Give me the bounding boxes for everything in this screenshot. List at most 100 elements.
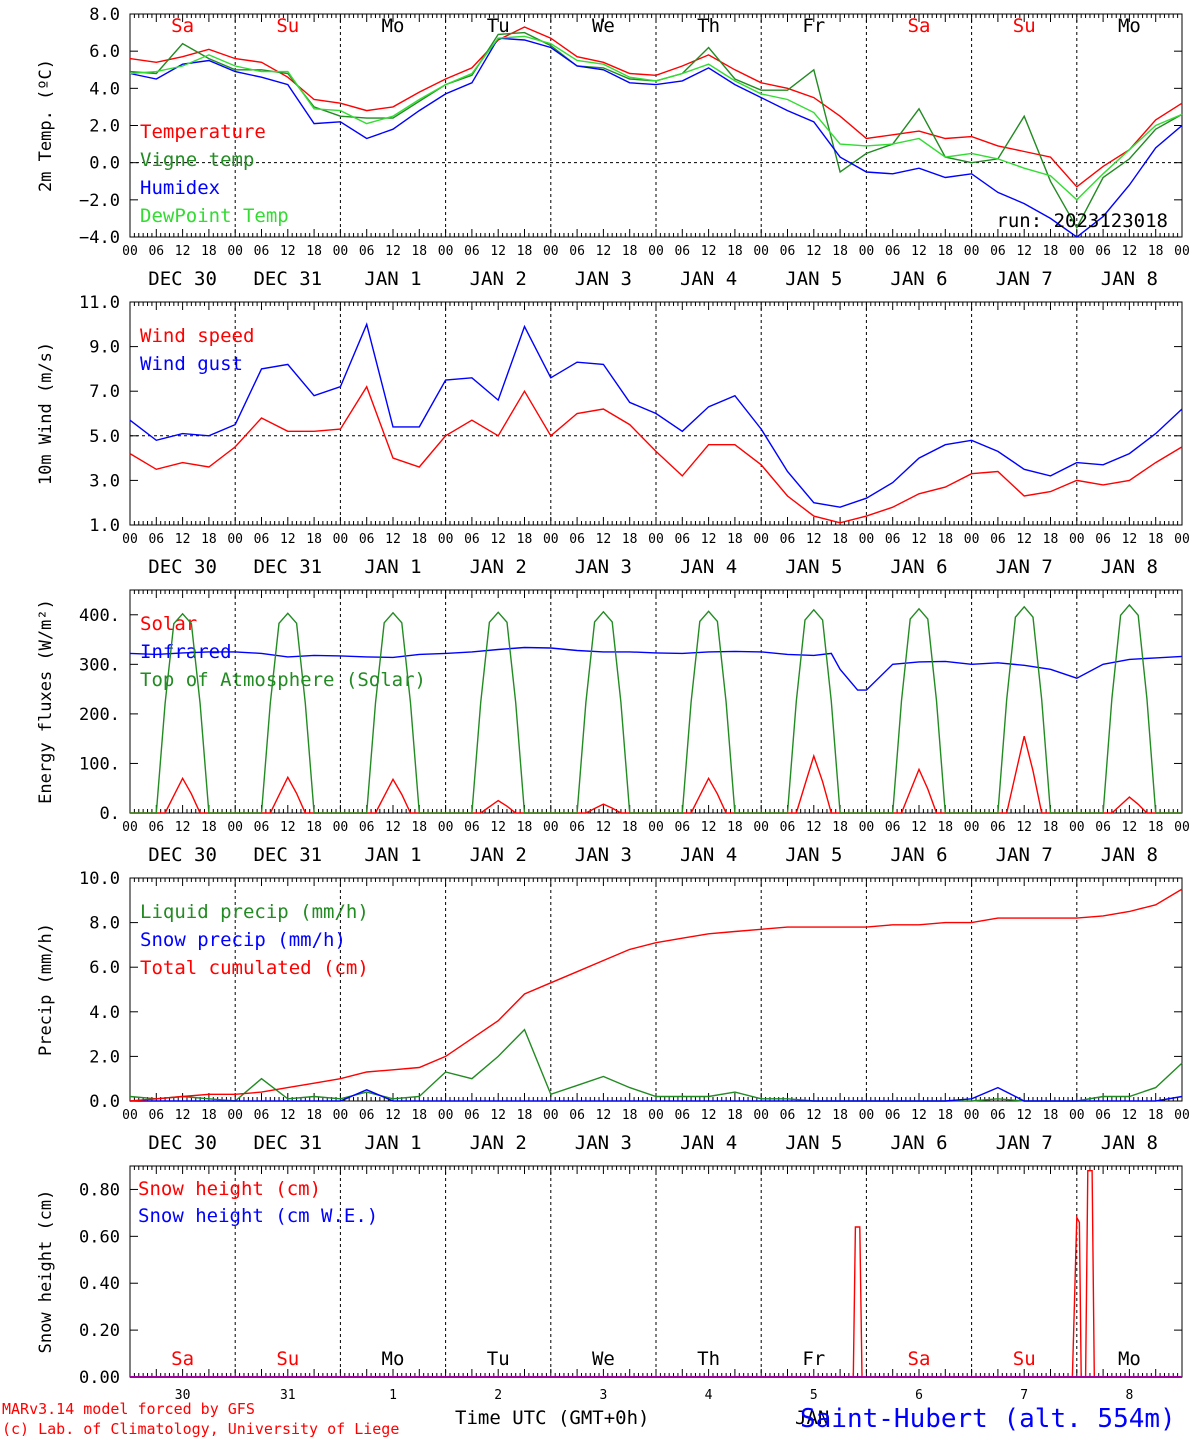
date-label: JAN 3 xyxy=(575,844,632,866)
hour-tick-label: 12 xyxy=(596,532,612,547)
hour-tick-label: 18 xyxy=(622,244,638,259)
weekday-label: Sa xyxy=(171,1348,194,1370)
hour-tick-label: 00 xyxy=(648,244,664,259)
hour-tick-label: 00 xyxy=(543,244,559,259)
hour-tick-label: 12 xyxy=(1016,244,1032,259)
hour-tick-label: 06 xyxy=(464,244,480,259)
panel-5: 0.80 0.60 0.40 0.20 0.00 Snow height (cm) Snow… xyxy=(36,1165,1183,1403)
series-line-total-cumulated-cm- xyxy=(129,888,1183,1102)
hour-tick-label: 12 xyxy=(806,244,822,259)
hour-tick-label: 18 xyxy=(622,1108,638,1123)
date-label: JAN 6 xyxy=(890,1132,947,1154)
day-number-label: 3 xyxy=(599,1388,607,1403)
date-label: JAN 5 xyxy=(785,556,842,578)
series-line-snow-precip-mm-h- xyxy=(130,1086,1183,1102)
hour-tick-label: 00 xyxy=(648,1108,664,1123)
hour-tick-label: 18 xyxy=(832,1108,848,1123)
hour-tick-label: 06 xyxy=(464,532,480,547)
hour-tick-label: 06 xyxy=(464,820,480,835)
legend-entry: Temperature xyxy=(140,121,266,143)
date-label: JAN 5 xyxy=(785,268,842,290)
hour-tick-label: 18 xyxy=(937,532,953,547)
panel-2: 11.0 9.0 7.0 5.0 3.0 1.0 10m Wind (m/s) 00 06 12 1… xyxy=(36,293,1190,578)
hour-tick-label: 12 xyxy=(280,244,296,259)
hour-tick-label: 18 xyxy=(411,532,427,547)
hour-tick-label: 12 xyxy=(701,820,717,835)
panels-group: 8.0 6.0 4.0 2.0 0.0 −2.0 −4.0 2m Temp. (ºC) 00 06… xyxy=(36,5,1190,1403)
weekday-label: Th xyxy=(697,15,720,37)
hour-tick-label: 12 xyxy=(385,1108,401,1123)
series-line-temperature xyxy=(129,26,1183,188)
weekday-label: Mo xyxy=(382,15,405,37)
hour-tick-label: 18 xyxy=(937,244,953,259)
panel-3: 400. 300. 200. 100. 0. Energy fluxes (W/m²) 00… xyxy=(36,589,1190,866)
hour-tick-label: 12 xyxy=(280,1108,296,1123)
hour-tick-label: 18 xyxy=(832,244,848,259)
hour-tick-label: 18 xyxy=(306,820,322,835)
hour-tick-label: 12 xyxy=(806,532,822,547)
hour-tick-label: 00 xyxy=(859,244,875,259)
date-label: JAN 2 xyxy=(470,556,527,578)
hour-tick-label: 18 xyxy=(1043,820,1059,835)
hour-tick-label: 06 xyxy=(780,1108,796,1123)
weekday-label: Th xyxy=(697,1348,720,1370)
hour-tick-label: 00 xyxy=(543,532,559,547)
hour-tick-label: 00 xyxy=(753,532,769,547)
day-number-label: 1 xyxy=(389,1388,397,1403)
legend-entry: Liquid precip (mm/h) xyxy=(140,901,369,923)
hour-tick-label: 12 xyxy=(280,532,296,547)
y-tick-label: 200. xyxy=(79,705,120,725)
weekday-label: Mo xyxy=(1118,1348,1141,1370)
legend-entry: Top of Atmosphere (Solar) xyxy=(140,669,426,691)
hour-tick-label: 12 xyxy=(911,532,927,547)
hour-tick-label: 18 xyxy=(727,244,743,259)
hour-tick-label: 06 xyxy=(148,532,164,547)
hour-tick-label: 06 xyxy=(885,244,901,259)
hour-tick-label: 12 xyxy=(385,532,401,547)
hour-tick-label: 18 xyxy=(937,820,953,835)
weekday-label: Su xyxy=(276,15,299,37)
hour-tick-label: 00 xyxy=(1069,244,1085,259)
day-number-label: 8 xyxy=(1125,1388,1133,1403)
hour-tick-label: 18 xyxy=(306,1108,322,1123)
date-label: JAN 3 xyxy=(575,1132,632,1154)
y-tick-label: 0.0 xyxy=(89,154,120,174)
date-label: JAN 5 xyxy=(785,844,842,866)
hour-tick-label: 00 xyxy=(859,532,875,547)
hour-tick-label: 00 xyxy=(859,1108,875,1123)
hour-tick-label: 18 xyxy=(517,820,533,835)
y-tick-label: 7.0 xyxy=(89,382,120,402)
y-tick-label: 300. xyxy=(79,655,120,675)
hour-tick-label: 12 xyxy=(596,820,612,835)
hour-tick-label: 18 xyxy=(411,244,427,259)
date-label: JAN 8 xyxy=(1101,268,1158,290)
hour-tick-label: 12 xyxy=(911,244,927,259)
date-label: JAN 1 xyxy=(364,556,421,578)
day-number-label: 5 xyxy=(810,1388,818,1403)
y-tick-label: 0.00 xyxy=(79,1368,120,1388)
hour-tick-label: 18 xyxy=(306,244,322,259)
date-label: JAN 8 xyxy=(1101,844,1158,866)
y-tick-label: 6.0 xyxy=(89,958,120,978)
y-tick-label: 8.0 xyxy=(89,5,120,25)
hour-tick-label: 12 xyxy=(1122,1108,1138,1123)
date-label: DEC 30 xyxy=(148,1132,217,1154)
hour-tick-label: 12 xyxy=(806,820,822,835)
hour-tick-label: 00 xyxy=(438,1108,454,1123)
hour-tick-label: 18 xyxy=(1148,244,1164,259)
hour-tick-label: 00 xyxy=(1174,820,1190,835)
series-line-snow-height-cm- xyxy=(130,1170,1182,1378)
hour-tick-label: 18 xyxy=(1043,1108,1059,1123)
date-label: DEC 30 xyxy=(148,844,217,866)
hour-tick-label: 06 xyxy=(780,820,796,835)
y-tick-label: 100. xyxy=(79,754,120,774)
hour-tick-label: 00 xyxy=(753,1108,769,1123)
hour-tick-label: 06 xyxy=(780,244,796,259)
legend-entry: Snow height (cm) xyxy=(138,1178,321,1200)
hour-tick-label: 12 xyxy=(490,1108,506,1123)
hour-tick-label: 18 xyxy=(201,820,217,835)
legend-entry: DewPoint Temp xyxy=(140,205,289,227)
hour-tick-label: 00 xyxy=(122,820,138,835)
hour-tick-label: 06 xyxy=(359,820,375,835)
hour-tick-label: 18 xyxy=(201,1108,217,1123)
